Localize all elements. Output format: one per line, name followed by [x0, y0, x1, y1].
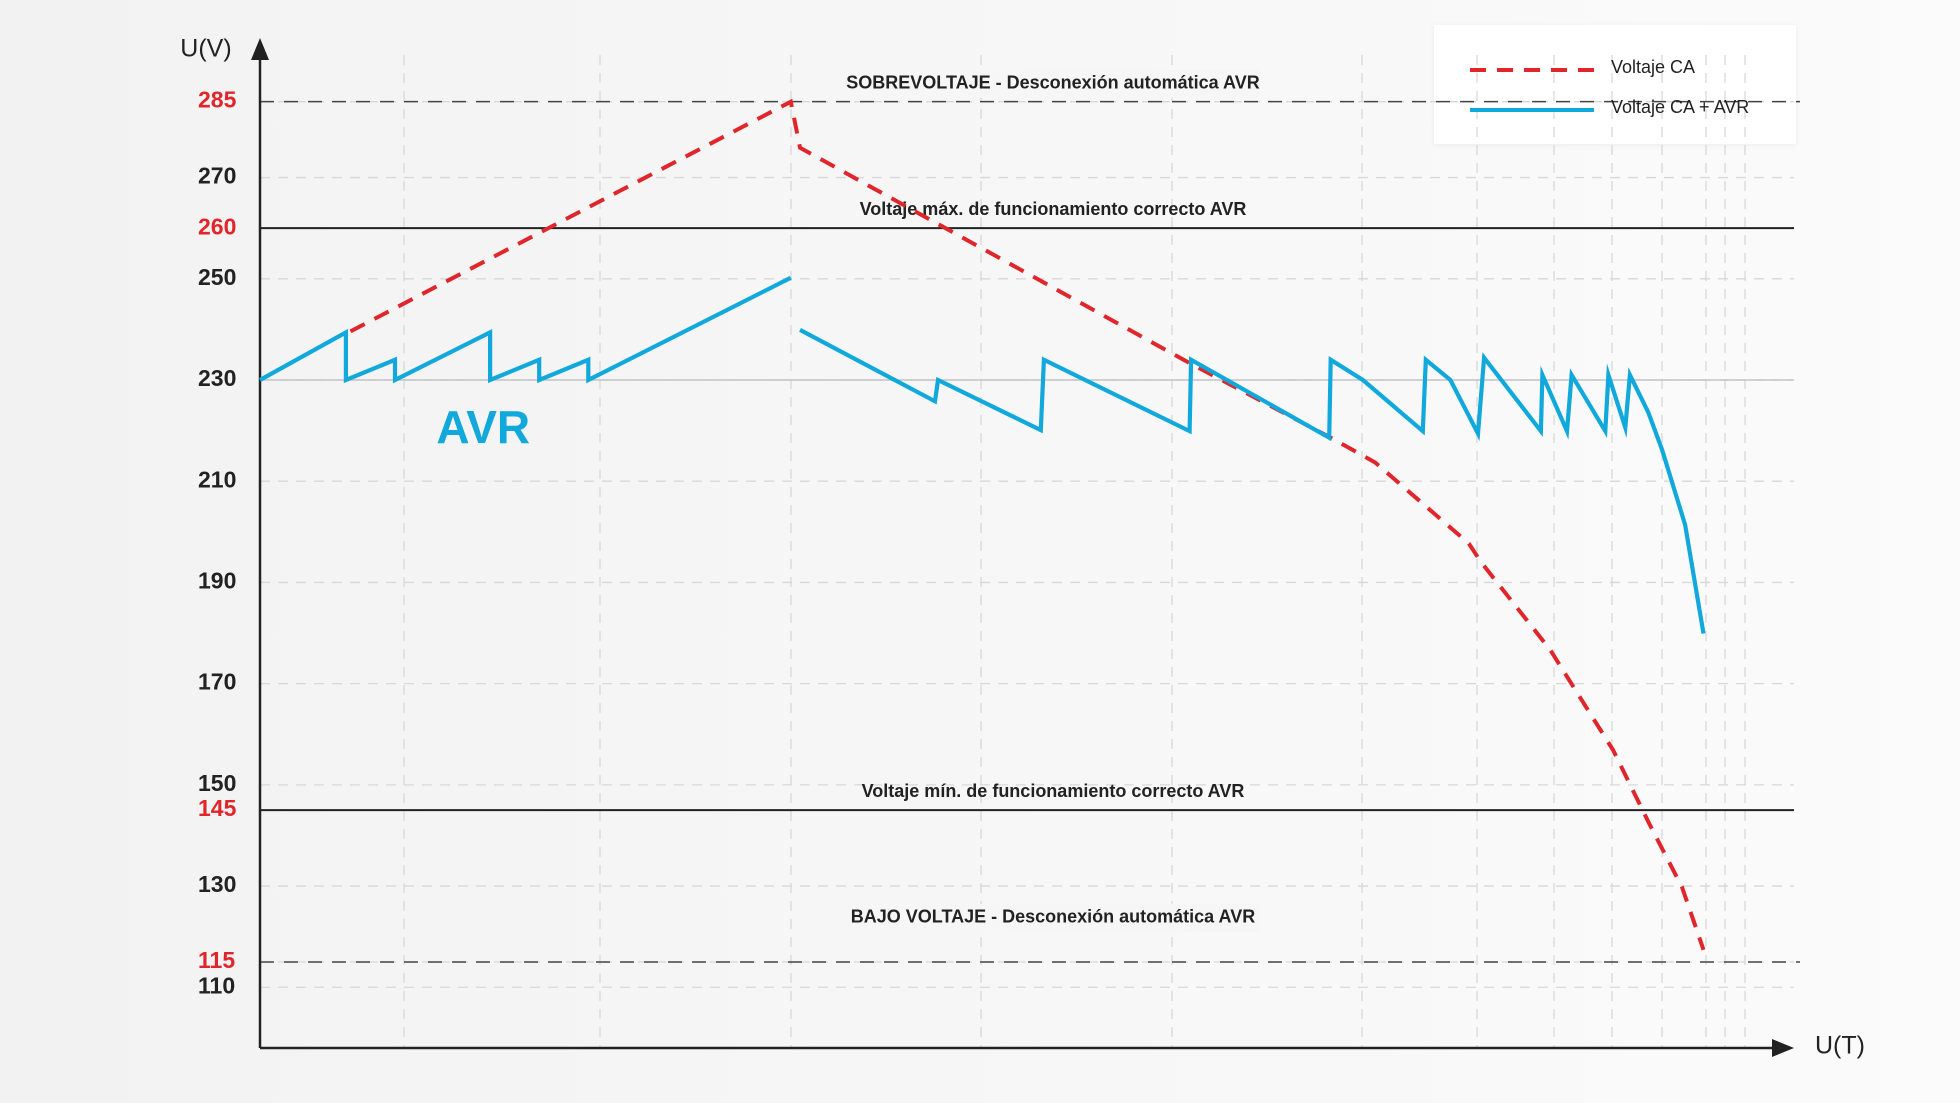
y-axis-arrow: [251, 38, 269, 60]
y-tick-label: 285: [198, 87, 237, 113]
x-axis-label: U(T): [1815, 1032, 1865, 1060]
y-tick-label: 260: [198, 213, 236, 239]
y-tick-label: 170: [198, 669, 236, 695]
y-tick-label: 190: [198, 568, 236, 594]
y-tick-label: 230: [198, 365, 236, 391]
y-tick-label: 270: [198, 163, 236, 189]
series-line: [349, 98, 1706, 951]
reference-label: Voltaje mín. de funcionamiento correcto …: [862, 781, 1245, 801]
reference-label: Voltaje máx. de funcionamiento correcto …: [860, 199, 1247, 219]
annotation: AVR: [436, 401, 530, 453]
y-tick-label: 210: [198, 466, 236, 492]
y-tick-label: 145: [198, 795, 237, 821]
y-tick-label: 110: [198, 972, 235, 998]
y-axis-label: U(V): [180, 35, 231, 63]
series-line: [258, 275, 1706, 634]
reference-label: SOBREVOLTAJE - Desconexión automática AV…: [846, 72, 1259, 92]
y-tick-label: 115: [198, 947, 235, 973]
legend-box: [1434, 25, 1796, 144]
legend-label: Voltaje CA + AVR: [1611, 97, 1749, 117]
label-bg: [830, 903, 1260, 932]
reference-label: BAJO VOLTAJE - Desconexión automática AV…: [851, 907, 1255, 927]
y-tick-label: 250: [198, 264, 236, 290]
y-tick-label: 150: [198, 770, 236, 796]
label-bg: [830, 69, 1260, 98]
y-tick-label: 130: [198, 871, 236, 897]
x-axis-arrow: [1772, 1039, 1794, 1057]
legend-label: Voltaje CA: [1611, 57, 1695, 77]
